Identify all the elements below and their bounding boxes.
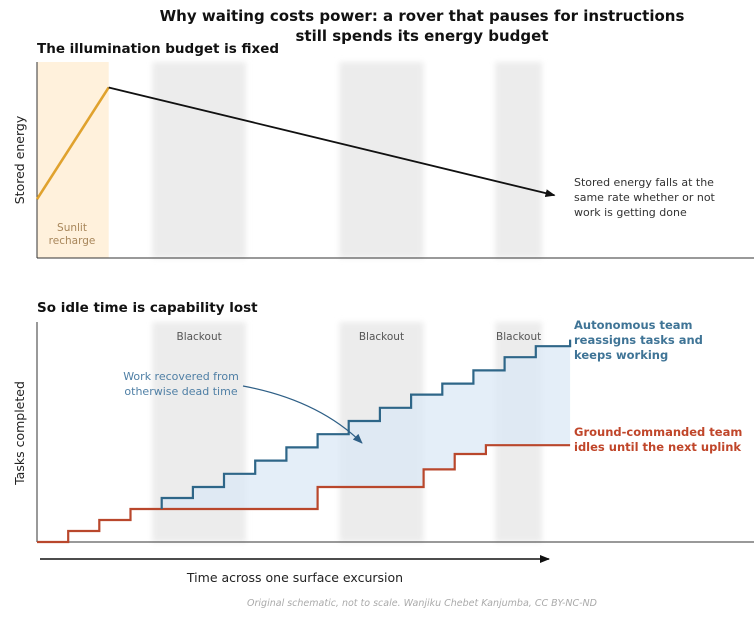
panel-1-axes: [36, 62, 754, 259]
x-axis-label: Time across one surface excursion: [186, 570, 403, 585]
blackout-label-3: Blackout: [496, 331, 541, 343]
recovered-work-area: [161, 339, 571, 509]
legend-autonomous-line-2: reassigns tasks and: [574, 333, 703, 347]
legend-ground-line-2: idles until the next uplink: [574, 440, 741, 454]
recovered-annotation-arrow: [242, 385, 363, 444]
panel-2-title: So idle time is capability lost: [37, 300, 258, 316]
energy-drain-line: [108, 86, 556, 198]
panel-1-title: The illumination budget is fixed: [37, 41, 279, 57]
legend-ground-line-1: Ground-commanded team: [574, 425, 742, 439]
credit-line: Original schematic, not to scale. Wanjik…: [247, 598, 597, 609]
chart-title-line-2: still spends its energy budget: [295, 27, 548, 45]
blackout-label-2: Blackout: [359, 331, 404, 343]
ground-commanded-series-line: [37, 444, 571, 544]
panel-1-background-bands: [37, 62, 543, 258]
panel-1-series: [35, 86, 556, 200]
recovered-annotation-line-2: otherwise dead time: [124, 385, 237, 398]
legend-autonomous-line-3: keeps working: [574, 348, 668, 362]
panel-1-blackout-band-3: [495, 62, 543, 258]
recovered-work-fill: [161, 339, 571, 509]
panel-1-blackout-band-1: [152, 62, 246, 258]
blackout-labels: Blackout Blackout Blackout: [176, 331, 541, 343]
recovered-annotation-line-1: Work recovered from: [123, 370, 239, 383]
sunlit-band: [37, 62, 109, 258]
autonomous-series-line: [160, 339, 572, 509]
legend-autonomous-line-1: Autonomous team: [574, 318, 693, 332]
panel-2-axes: [36, 322, 754, 543]
chart-title-line-1: Why waiting costs power: a rover that pa…: [160, 7, 685, 25]
panel-1-y-label: Stored energy: [12, 115, 27, 204]
energy-annotation-line-3: work is getting done: [574, 206, 687, 219]
blackout-label-1: Blackout: [176, 331, 221, 343]
sunlit-label-line-2: recharge: [49, 235, 96, 247]
energy-recharge-line: [35, 86, 110, 200]
sunlit-label-line-1: Sunlit: [57, 222, 87, 234]
panel-2-series: [37, 339, 572, 544]
energy-annotation-line-2: same rate whether or not: [574, 191, 716, 204]
energy-annotation-line-1: Stored energy falls at the: [574, 176, 714, 189]
panel-2-y-label: Tasks completed: [12, 381, 27, 486]
